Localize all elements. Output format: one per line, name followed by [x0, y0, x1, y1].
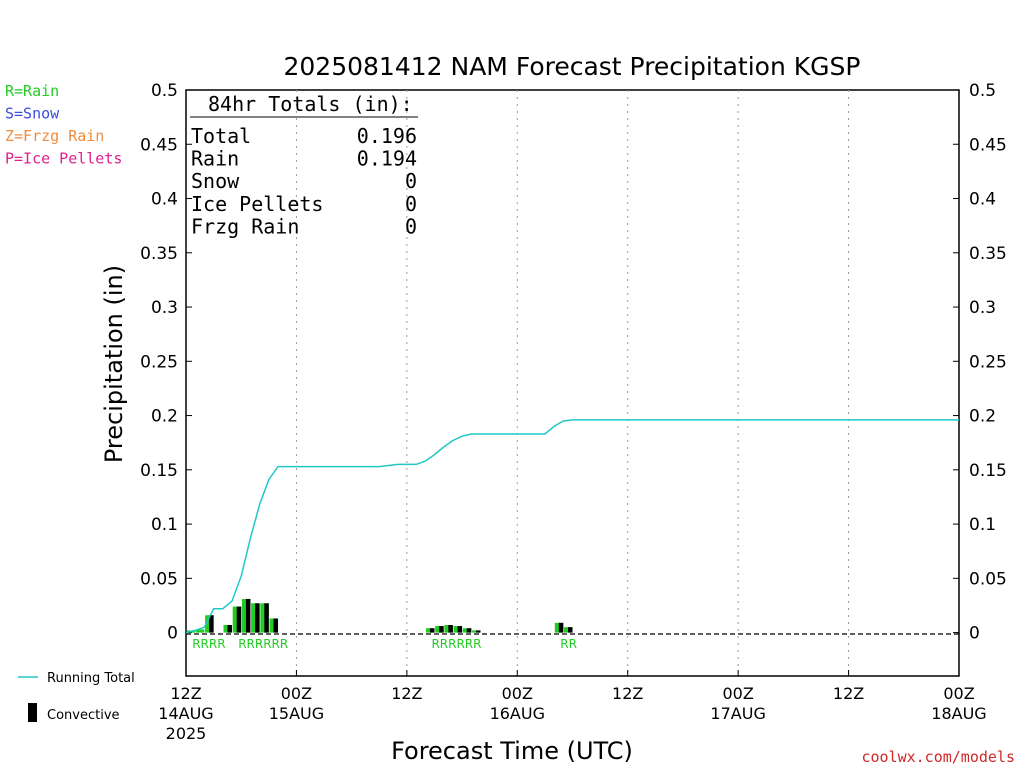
convective-bar: [273, 618, 279, 633]
y-axis-right: 0 0.05 0.1 0.15 0.2 0.25 0.3 0.35 0.4 0.45 0.5: [953, 81, 1007, 644]
totals-row-label: Frzg Rain: [191, 214, 299, 238]
y-tick-label-left: 0.2: [151, 407, 178, 427]
precip-bars: [186, 598, 573, 633]
convective-bar: [429, 628, 435, 633]
plot-frame: [185, 89, 960, 677]
convective-bar: [245, 598, 251, 633]
totals-row-label: Total: [191, 124, 251, 148]
y-tick-label-right: 0: [969, 624, 980, 644]
x-tick-date: 16AUG: [490, 704, 545, 723]
y-tick-label-right: 0.1: [969, 515, 996, 535]
y-tick-label-right: 0.45: [969, 135, 1007, 155]
ptype-marker: RRRRRR: [431, 637, 481, 651]
x-tick-year: 2025: [166, 724, 207, 743]
x-tick-date: 14AUG: [158, 704, 213, 723]
convective-bar: [255, 603, 260, 633]
convective-bar: [236, 606, 242, 633]
series-legend: Running Total Convective: [18, 671, 135, 723]
y-tick-label-right: 0.3: [969, 298, 996, 318]
x-tick-label: 00Z: [502, 684, 533, 703]
y-tick-label-left: 0.5: [151, 81, 178, 101]
y-tick-label-left: 0.45: [140, 135, 178, 155]
x-tick-label: 12Z: [612, 684, 643, 703]
ptype-marker: RRRRRR: [238, 637, 288, 651]
x-tick-label: 00Z: [943, 684, 974, 703]
totals-row-value: 0: [405, 169, 417, 193]
ptype-marker: RR: [560, 637, 577, 651]
totals-row-label: Rain: [191, 147, 239, 171]
x-tick-date: 15AUG: [269, 704, 324, 723]
totals-row-value: 0.194: [357, 147, 417, 171]
grid-lines: [295, 90, 850, 676]
ptype-legend-item: S=Snow: [5, 105, 60, 123]
running-total-line: [185, 419, 959, 634]
y-tick-label-left: 0.4: [151, 190, 178, 210]
ptype-legend: R=Rain S=Snow Z=Frzg Rain P=Ice Pellets: [5, 82, 122, 168]
precip-bar: [195, 629, 205, 633]
x-tick-label: 12Z: [833, 684, 864, 703]
convective-bar: [227, 624, 233, 633]
y-tick-label-left: 0.3: [151, 298, 178, 318]
y-tick-label-right: 0.4: [969, 190, 996, 210]
convective-legend-swatch: [28, 703, 37, 722]
y-axis-label: Precipitation (in): [100, 265, 128, 463]
y-tick-label-left: 0.1: [151, 515, 178, 535]
chart-title: 2025081412 NAM Forecast Precipitation KG…: [284, 52, 861, 81]
convective-bar: [457, 626, 463, 633]
y-tick-label-left: 0.05: [140, 569, 178, 589]
ptype-markers: RRRR RRRRRR RRRRRR RR: [192, 637, 577, 651]
x-tick-label: 00Z: [281, 684, 312, 703]
x-tick-date: 17AUG: [710, 704, 765, 723]
y-tick-label-right: 0.15: [969, 461, 1007, 481]
y-tick-label-left: 0.15: [140, 461, 178, 481]
ptype-legend-item: Z=Frzg Rain: [5, 127, 104, 145]
convective-bar: [439, 626, 444, 633]
convective-legend-label: Convective: [47, 708, 120, 723]
totals-row-value: 0.196: [357, 124, 417, 148]
totals-heading: 84hr Totals (in):: [208, 92, 413, 116]
y-tick-label-right: 0.5: [969, 81, 996, 101]
x-tick-label: 00Z: [722, 684, 753, 703]
totals-row-value: 0: [405, 214, 417, 238]
x-tick-label: 12Z: [170, 684, 201, 703]
totals-row-value: 0: [405, 192, 417, 216]
credit-text: coolwx.com/models: [861, 748, 1015, 766]
x-tick-date: 18AUG: [931, 704, 986, 723]
convective-bar: [568, 627, 573, 633]
y-tick-label-right: 0.05: [969, 569, 1007, 589]
x-axis-label: Forecast Time (UTC): [391, 737, 633, 765]
convective-bar: [466, 628, 472, 633]
ptype-legend-item: P=Ice Pellets: [5, 150, 122, 168]
y-tick-label-left: 0: [167, 624, 178, 644]
y-tick-label-right: 0.2: [969, 407, 996, 427]
convective-bar: [475, 630, 481, 633]
convective-bar: [264, 603, 269, 633]
x-tick-label: 12Z: [391, 684, 422, 703]
y-tick-label-right: 0.35: [969, 244, 1007, 264]
ptype-marker: RRRR: [192, 637, 225, 651]
ptype-legend-item: R=Rain: [5, 82, 59, 100]
y-tick-label-right: 0.25: [969, 352, 1007, 372]
y-tick-label-left: 0.35: [140, 244, 178, 264]
y-tick-label-left: 0.25: [140, 352, 178, 372]
totals-row-label: Ice Pellets: [191, 192, 323, 216]
y-axis-left: 0 0.05 0.1 0.15 0.2 0.25 0.3 0.35 0.4 0.45 0.5: [140, 81, 192, 644]
convective-bar: [209, 615, 214, 633]
totals-row-label: Snow: [191, 169, 240, 193]
totals-box: 84hr Totals (in): Total 0.196 Rain 0.194 Sno…: [190, 92, 418, 238]
convective-bar: [448, 624, 453, 633]
running-total-legend-label: Running Total: [47, 671, 135, 686]
convective-bar: [558, 622, 564, 633]
